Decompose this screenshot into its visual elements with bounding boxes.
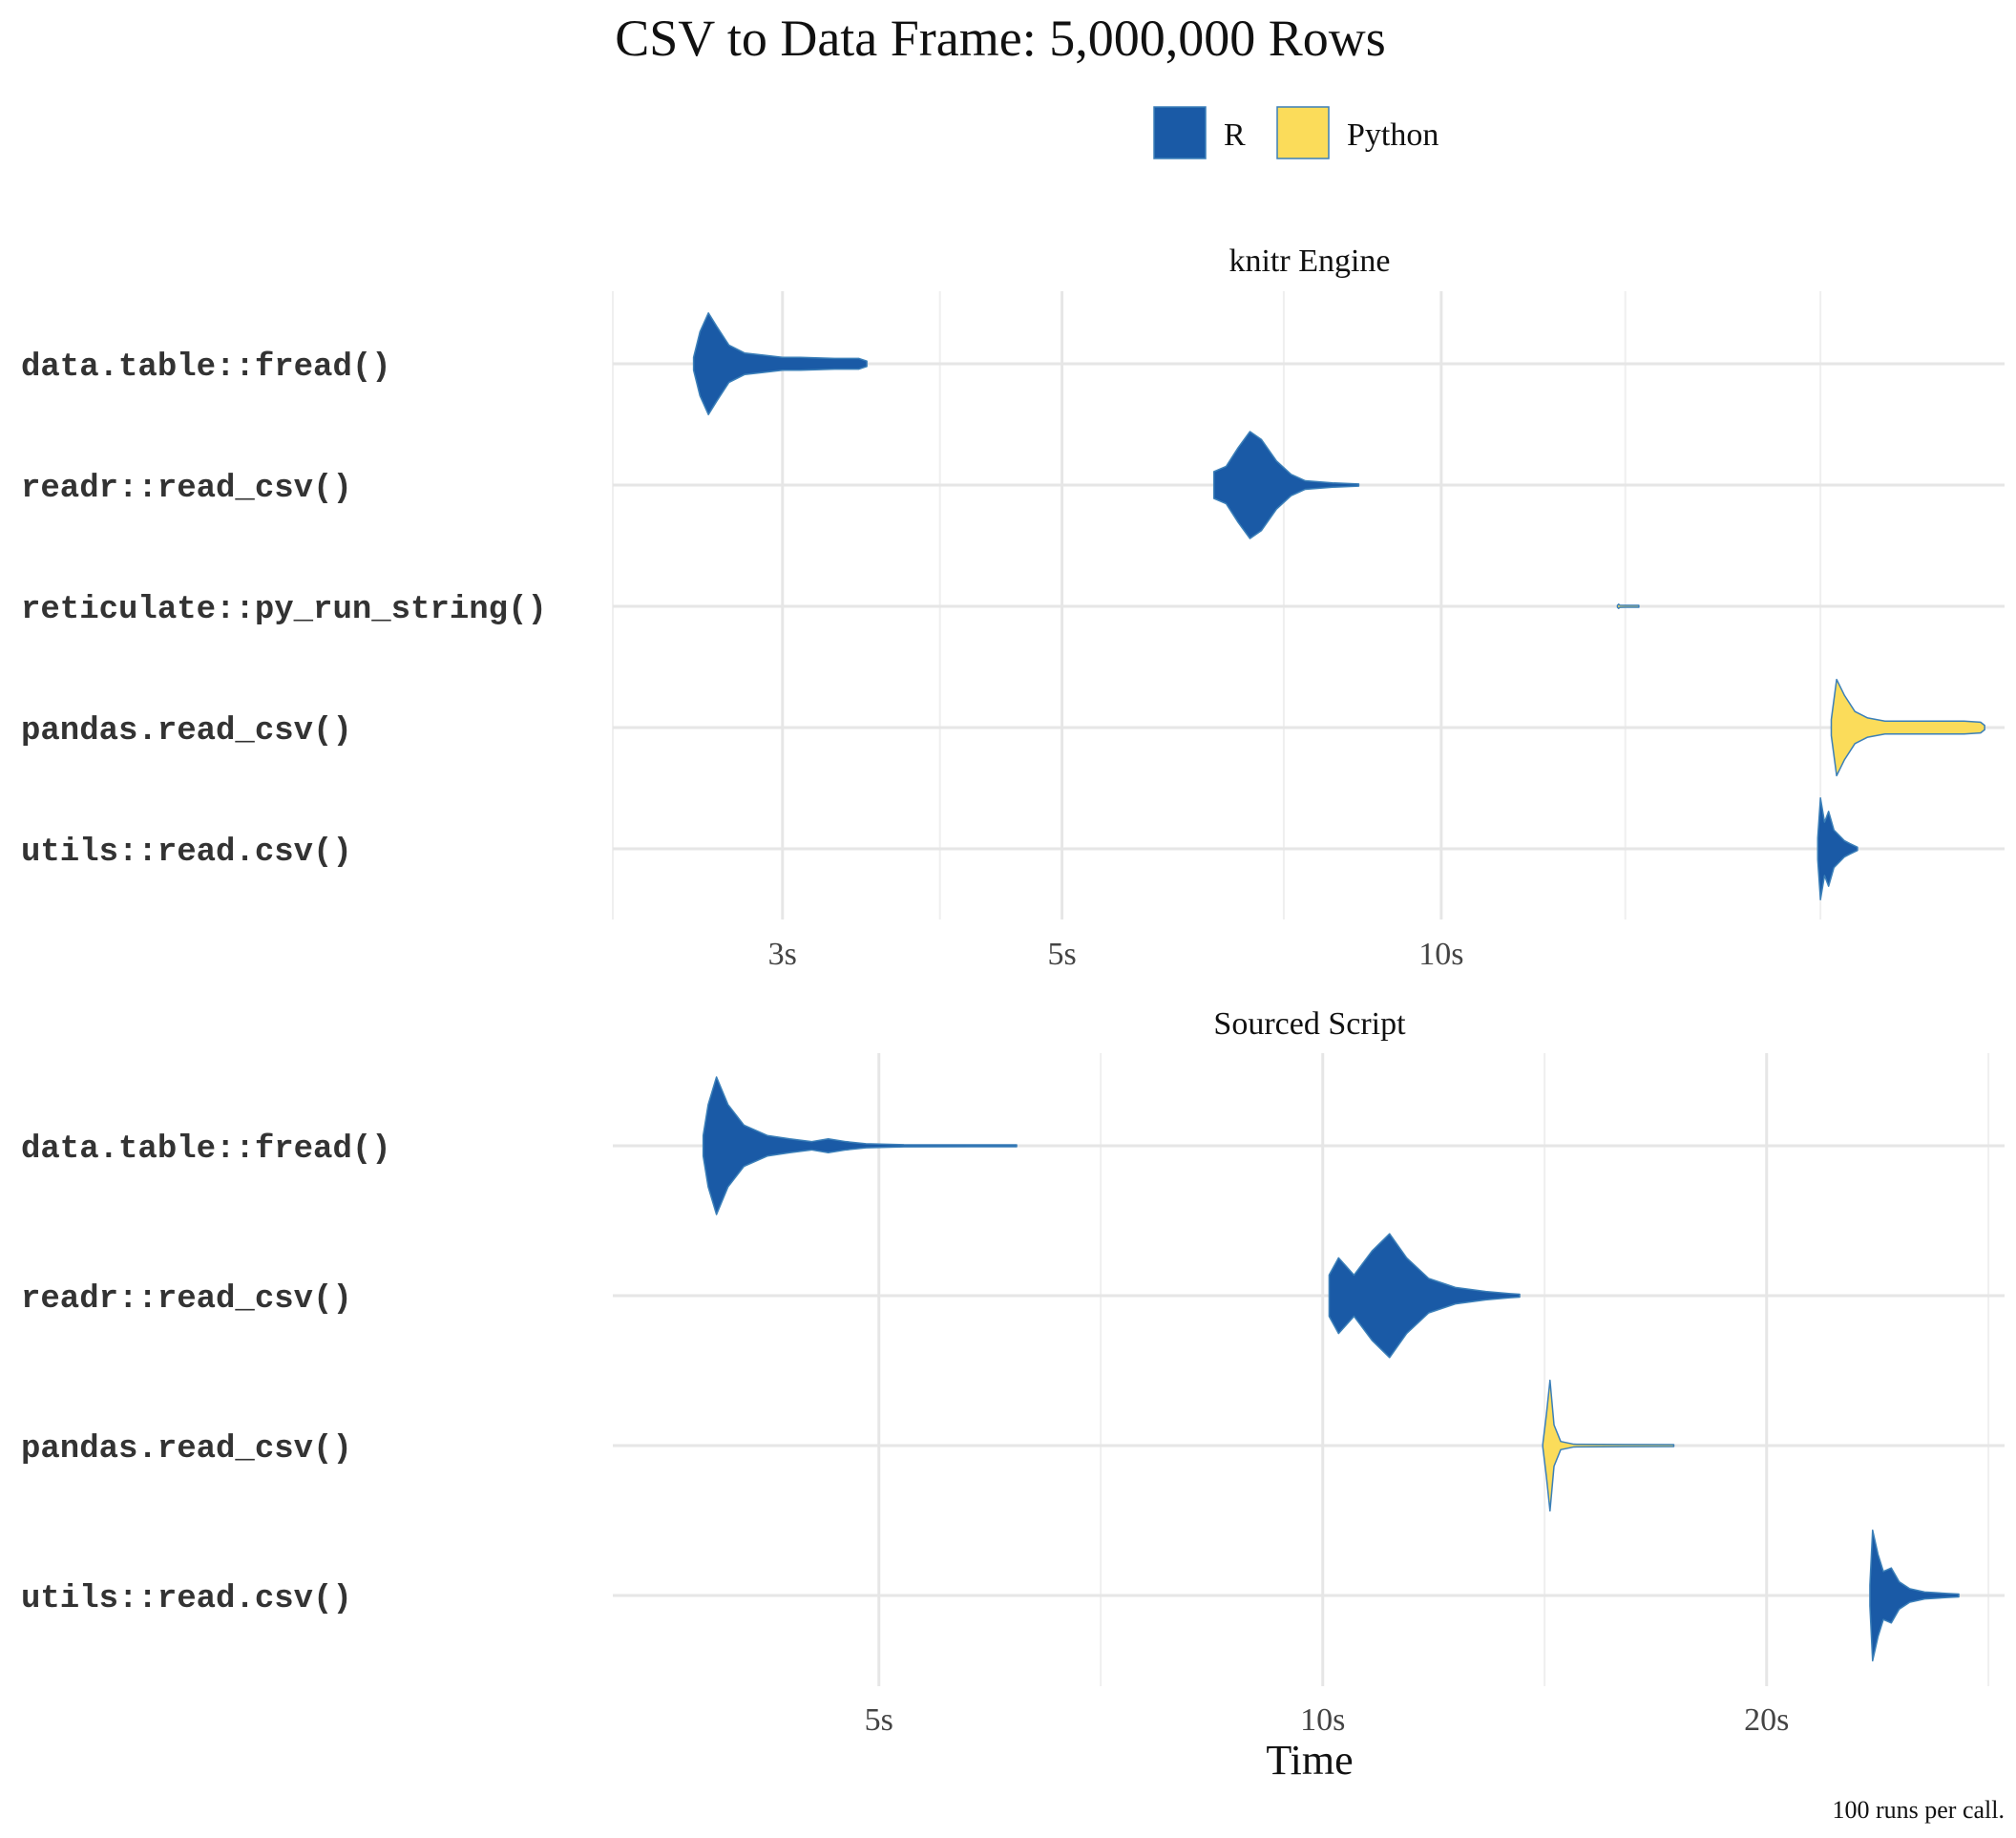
legend-swatch-r	[1153, 106, 1207, 159]
legend-label-python: Python	[1347, 117, 1438, 153]
violin-reticulate-py-run-string	[1616, 603, 1640, 609]
violin-readr-read-csv	[1212, 431, 1360, 539]
y-tick-label-utils-read-csv: utils::read.csv()	[21, 834, 352, 871]
violin-readr-read-csv	[1328, 1233, 1521, 1359]
x-axis-title: Time	[1266, 1737, 1353, 1784]
legend-swatch-python	[1276, 106, 1330, 159]
y-tick-label-pandas-read-csv: pandas.read_csv()	[21, 713, 352, 750]
legend: R Python	[1153, 106, 1438, 159]
violin-utils-read-csv	[1816, 797, 1858, 900]
y-tick-label-readr-read-csv: readr::read_csv()	[21, 471, 352, 507]
x-tick-label: 3s	[768, 937, 797, 972]
y-tick-label-pandas-read-csv: pandas.read_csv()	[21, 1431, 352, 1468]
x-tick-label: 5s	[1047, 937, 1076, 972]
y-tick-label-data-table-fread: data.table::fread()	[21, 349, 391, 386]
legend-label-r: R	[1224, 117, 1246, 153]
panel-sourced-script: 5s 10s 20s data.table::fread()readr::read_c…	[21, 1053, 2005, 1738]
y-tick-label-reticulate-py-run-string: reticulate::py_run_string()	[21, 592, 547, 628]
violin-data-table-fread	[702, 1076, 1018, 1215]
y-tick-label-data-table-fread: data.table::fread()	[21, 1131, 391, 1168]
violin-data-table-fread	[692, 312, 868, 415]
panel-knitr-engine: 3s 5s 10s data.table::fread()readr::read_cs…	[21, 291, 2005, 972]
y-tick-label-utils-read-csv: utils::read.csv()	[21, 1581, 352, 1617]
chart-title: CSV to Data Frame: 5,000,000 Rows	[615, 10, 1386, 67]
facet-title-knitr: knitr Engine	[1228, 243, 1390, 279]
y-tick-label-readr-read-csv: readr::read_csv()	[21, 1281, 352, 1318]
x-tick-label: 20s	[1744, 1702, 1789, 1738]
violin-pandas-read-csv	[1542, 1379, 1675, 1512]
caption: 100 runs per call.	[1832, 1796, 2005, 1824]
facet-title-sourced: Sourced Script	[1213, 1006, 1406, 1042]
violin-utils-read-csv	[1869, 1529, 1960, 1662]
violin-pandas-read-csv	[1830, 678, 1985, 777]
x-tick-label: 5s	[865, 1702, 893, 1738]
x-tick-label: 10s	[1300, 1702, 1345, 1738]
x-tick-label: 10s	[1418, 937, 1463, 972]
